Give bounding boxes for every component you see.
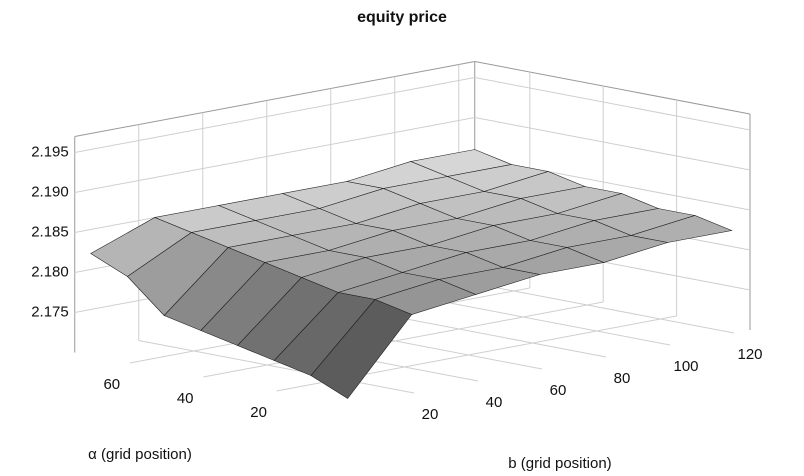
surface-patch xyxy=(310,299,413,399)
y-tick-label: 100 xyxy=(673,358,698,375)
x-axis-label: α (grid position) xyxy=(88,446,192,463)
y-tick-label: 60 xyxy=(550,382,567,399)
grid-line xyxy=(458,280,735,334)
y-tick-label: 80 xyxy=(614,370,631,387)
grid-line xyxy=(138,340,415,394)
grid-line xyxy=(474,77,751,131)
y-tick-label: 20 xyxy=(422,406,439,423)
grid-line xyxy=(203,301,604,378)
grid-line xyxy=(474,117,751,171)
axis-edge xyxy=(74,61,475,137)
chart-title: equity price xyxy=(357,9,447,26)
z-tick-label: 2.195 xyxy=(31,143,69,160)
axis-edge xyxy=(474,61,751,115)
y-axis-label: b (grid position) xyxy=(508,455,611,472)
y-tick-label: 40 xyxy=(486,394,503,411)
x-tick-label: 40 xyxy=(177,390,194,407)
z-tick-label: 2.180 xyxy=(31,263,69,280)
x-tick-label: 60 xyxy=(103,376,120,393)
y-tick-label: 120 xyxy=(737,346,762,363)
z-tick-label: 2.190 xyxy=(31,183,69,200)
grid-line xyxy=(74,77,475,153)
z-tick-label: 2.175 xyxy=(31,303,69,320)
x-tick-label: 20 xyxy=(250,404,267,421)
grid-line xyxy=(74,117,475,193)
z-tick-label: 2.185 xyxy=(31,223,69,240)
